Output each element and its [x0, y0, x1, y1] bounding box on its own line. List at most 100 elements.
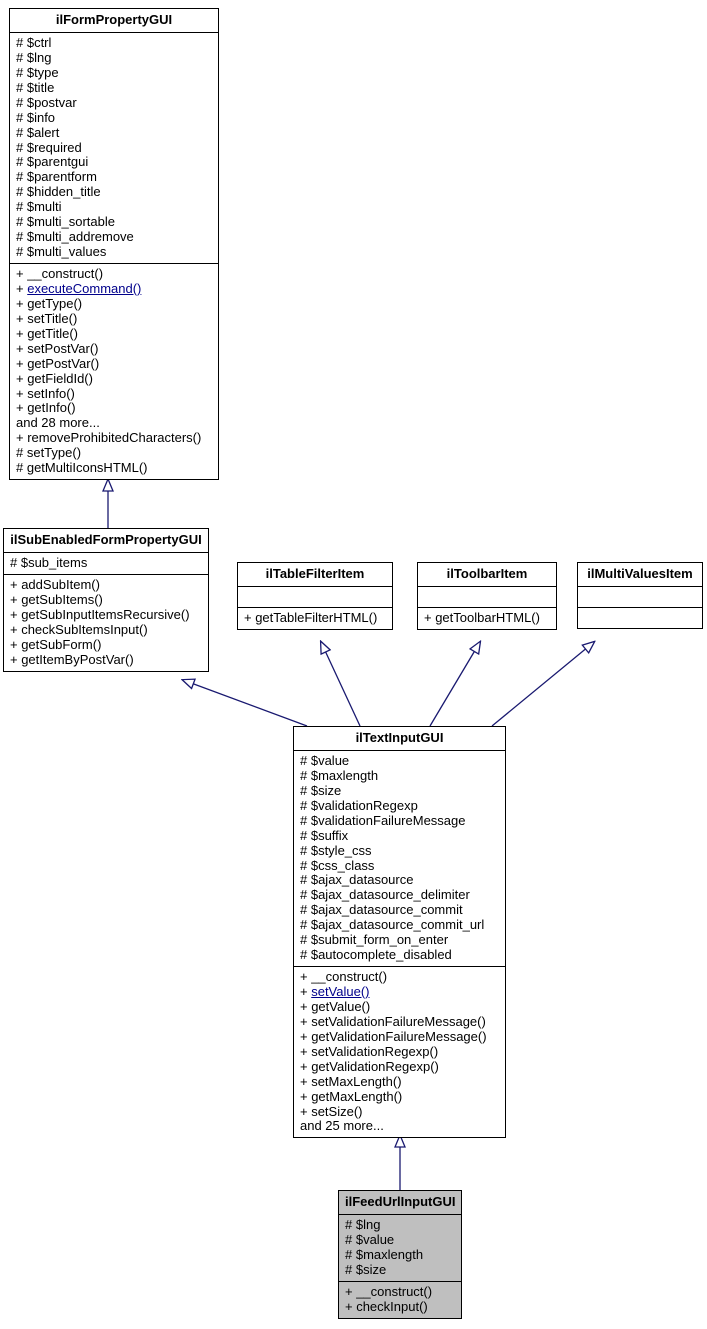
- class-methods: + getToolbarHTML(): [418, 608, 556, 629]
- inheritance-edge: [321, 642, 360, 726]
- method: + setTitle(): [16, 312, 212, 327]
- method: + addSubItem(): [10, 578, 202, 593]
- inheritance-edge: [430, 642, 480, 726]
- attribute: # $hidden_title: [16, 185, 212, 200]
- attribute: # $value: [345, 1233, 455, 1248]
- method: + getValidationRegexp(): [300, 1060, 499, 1075]
- method: + checkInput(): [345, 1300, 455, 1315]
- attribute: # $ctrl: [16, 36, 212, 51]
- attribute: # $lng: [16, 51, 212, 66]
- method: + setMaxLength(): [300, 1075, 499, 1090]
- class-ilSubEnabledFormPropertyGUI: ilSubEnabledFormPropertyGUI # $sub_items +…: [3, 528, 209, 672]
- method: + getValidationFailureMessage(): [300, 1030, 499, 1045]
- method: + getPostVar(): [16, 357, 212, 372]
- class-methods: + __construct()+ executeCommand()+ getTy…: [10, 264, 218, 479]
- method: + __construct(): [300, 970, 499, 985]
- attribute: # $value: [300, 754, 499, 769]
- method: + getTableFilterHTML(): [244, 611, 386, 626]
- class-attributes: # $ctrl# $lng# $type# $title# $postvar# …: [10, 33, 218, 264]
- method: and 25 more...: [300, 1119, 499, 1134]
- inheritance-edge: [492, 642, 594, 726]
- method: + setPostVar(): [16, 342, 212, 357]
- class-title: ilSubEnabledFormPropertyGUI: [4, 529, 208, 553]
- method: + setValidationRegexp(): [300, 1045, 499, 1060]
- class-methods: [578, 608, 702, 628]
- method: + getValue(): [300, 1000, 499, 1015]
- attribute: # $alert: [16, 126, 212, 141]
- method: + setValidationFailureMessage(): [300, 1015, 499, 1030]
- method: + __construct(): [345, 1285, 455, 1300]
- class-methods: + __construct()+ checkInput(): [339, 1282, 461, 1318]
- method: + removeProhibitedCharacters(): [16, 431, 212, 446]
- attribute: # $multi: [16, 200, 212, 215]
- attribute: # $parentgui: [16, 155, 212, 170]
- attribute: # $ajax_datasource_delimiter: [300, 888, 499, 903]
- class-title: ilMultiValuesItem: [578, 563, 702, 587]
- method: + getTitle(): [16, 327, 212, 342]
- attribute: # $size: [345, 1263, 455, 1278]
- method: + getSubForm(): [10, 638, 202, 653]
- inheritance-edge: [183, 680, 307, 726]
- class-attributes: # $value# $maxlength# $size# $validation…: [294, 751, 505, 967]
- attribute: # $type: [16, 66, 212, 81]
- method: + getItemByPostVar(): [10, 653, 202, 668]
- class-attributes: # $sub_items: [4, 553, 208, 575]
- method: # getMultiIconsHTML(): [16, 461, 212, 476]
- method: + getMaxLength(): [300, 1090, 499, 1105]
- attribute: # $title: [16, 81, 212, 96]
- method: + executeCommand(): [16, 282, 212, 297]
- attribute: # $maxlength: [300, 769, 499, 784]
- method: + setSize(): [300, 1105, 499, 1120]
- method: + getInfo(): [16, 401, 212, 416]
- class-ilTableFilterItem: ilTableFilterItem + getTableFilterHTML(): [237, 562, 393, 630]
- attribute: # $suffix: [300, 829, 499, 844]
- class-title: ilFormPropertyGUI: [10, 9, 218, 33]
- class-title: ilTableFilterItem: [238, 563, 392, 587]
- attribute: # $multi_addremove: [16, 230, 212, 245]
- attribute: # $maxlength: [345, 1248, 455, 1263]
- class-title: ilTextInputGUI: [294, 727, 505, 751]
- class-ilMultiValuesItem: ilMultiValuesItem: [577, 562, 703, 629]
- class-attributes: [578, 587, 702, 608]
- attribute: # $autocomplete_disabled: [300, 948, 499, 963]
- attribute: # $ajax_datasource_commit: [300, 903, 499, 918]
- class-attributes: [238, 587, 392, 608]
- class-title: ilToolbarItem: [418, 563, 556, 587]
- class-ilTextInputGUI: ilTextInputGUI# $value# $maxlength# $siz…: [293, 726, 506, 1138]
- attribute: # $validationFailureMessage: [300, 814, 499, 829]
- class-title: ilFeedUrlInputGUI: [339, 1191, 461, 1215]
- method: + getType(): [16, 297, 212, 312]
- attribute: # $multi_sortable: [16, 215, 212, 230]
- method: + getToolbarHTML(): [424, 611, 550, 626]
- attribute: # $ajax_datasource: [300, 873, 499, 888]
- attribute: # $validationRegexp: [300, 799, 499, 814]
- attribute: # $sub_items: [10, 556, 202, 571]
- method: + checkSubItemsInput(): [10, 623, 202, 638]
- attribute: # $css_class: [300, 859, 499, 874]
- class-attributes: # $lng# $value# $maxlength# $size: [339, 1215, 461, 1282]
- attribute: # $submit_form_on_enter: [300, 933, 499, 948]
- method: and 28 more...: [16, 416, 212, 431]
- method: + getFieldId(): [16, 372, 212, 387]
- attribute: # $info: [16, 111, 212, 126]
- class-attributes: [418, 587, 556, 608]
- class-methods: + __construct()+ setValue()+ getValue()+…: [294, 967, 505, 1137]
- attribute: # $ajax_datasource_commit_url: [300, 918, 499, 933]
- attribute: # $lng: [345, 1218, 455, 1233]
- method: + setInfo(): [16, 387, 212, 402]
- attribute: # $style_css: [300, 844, 499, 859]
- attribute: # $multi_values: [16, 245, 212, 260]
- attribute: # $postvar: [16, 96, 212, 111]
- class-methods: + addSubItem()+ getSubItems()+ getSubInp…: [4, 575, 208, 671]
- attribute: # $size: [300, 784, 499, 799]
- attribute: # $parentform: [16, 170, 212, 185]
- class-ilToolbarItem: ilToolbarItem + getToolbarHTML(): [417, 562, 557, 630]
- method: # setType(): [16, 446, 212, 461]
- attribute: # $required: [16, 141, 212, 156]
- method: + __construct(): [16, 267, 212, 282]
- class-ilFormPropertyGUI: ilFormPropertyGUI# $ctrl# $lng# $type# $…: [9, 8, 219, 480]
- method: + getSubItems(): [10, 593, 202, 608]
- method: + setValue(): [300, 985, 499, 1000]
- method: + getSubInputItemsRecursive(): [10, 608, 202, 623]
- class-methods: + getTableFilterHTML(): [238, 608, 392, 629]
